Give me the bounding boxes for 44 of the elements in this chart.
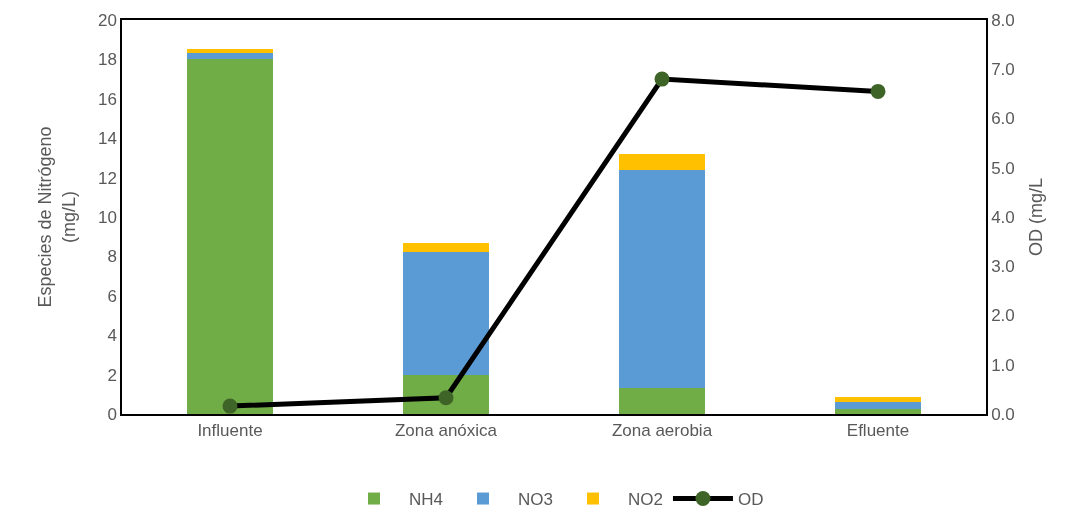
legend-label: OD bbox=[737, 490, 764, 510]
bar bbox=[402, 242, 490, 253]
y-tick-label: 2 bbox=[107, 365, 117, 385]
y-tick-label: 8 bbox=[107, 247, 117, 267]
y2-tick-label: 3.0 bbox=[991, 257, 1015, 277]
y-tick-label: 6 bbox=[107, 286, 117, 306]
point bbox=[654, 71, 670, 87]
y-tick-label: 18 bbox=[97, 50, 117, 70]
point bbox=[870, 83, 886, 99]
y2-tick-label: 6.0 bbox=[991, 109, 1015, 129]
x-tick-label: Influente bbox=[197, 421, 263, 441]
y2-tick-label: 5.0 bbox=[991, 158, 1015, 178]
y-tick-label: 16 bbox=[97, 89, 117, 109]
bar bbox=[834, 397, 922, 403]
bar bbox=[834, 409, 922, 414]
bar bbox=[186, 59, 274, 414]
y2-tick-label: 8.0 bbox=[991, 10, 1015, 30]
y2-tick-label: 1.0 bbox=[991, 355, 1015, 375]
y2-tick-label: 0.0 bbox=[991, 404, 1015, 424]
y-tick-label: 4 bbox=[107, 326, 117, 346]
bar bbox=[618, 169, 706, 389]
bar bbox=[186, 48, 274, 53]
bar bbox=[402, 252, 490, 375]
y-tick-label: 10 bbox=[97, 207, 117, 227]
point bbox=[438, 390, 454, 406]
bar bbox=[618, 153, 706, 170]
x-tick-label: Zona aerobia bbox=[611, 421, 713, 441]
y-axis-title: Especies de Nitrógeno (mg/L) bbox=[35, 126, 79, 308]
legend-label: NO3 bbox=[518, 490, 553, 510]
legend-label: NH4 bbox=[409, 490, 444, 510]
y-tick-label: 0 bbox=[107, 404, 117, 424]
point bbox=[222, 398, 238, 414]
bar bbox=[834, 402, 922, 410]
x-tick-label: Efluente bbox=[846, 421, 910, 441]
y-tick-label: 12 bbox=[97, 168, 117, 188]
y2-tick-label: 2.0 bbox=[991, 306, 1015, 326]
y2-tick-label: 7.0 bbox=[991, 60, 1015, 80]
y2-axis-title: OD (mg/L bbox=[1026, 177, 1047, 257]
bar bbox=[618, 388, 706, 414]
y-tick-label: 20 bbox=[97, 10, 117, 30]
legend-label: NO2 bbox=[627, 490, 663, 510]
x-tick-label: Zona anóxica bbox=[394, 421, 498, 441]
y-tick-label: 14 bbox=[97, 129, 117, 149]
y2-tick-label: 4.0 bbox=[991, 207, 1015, 227]
